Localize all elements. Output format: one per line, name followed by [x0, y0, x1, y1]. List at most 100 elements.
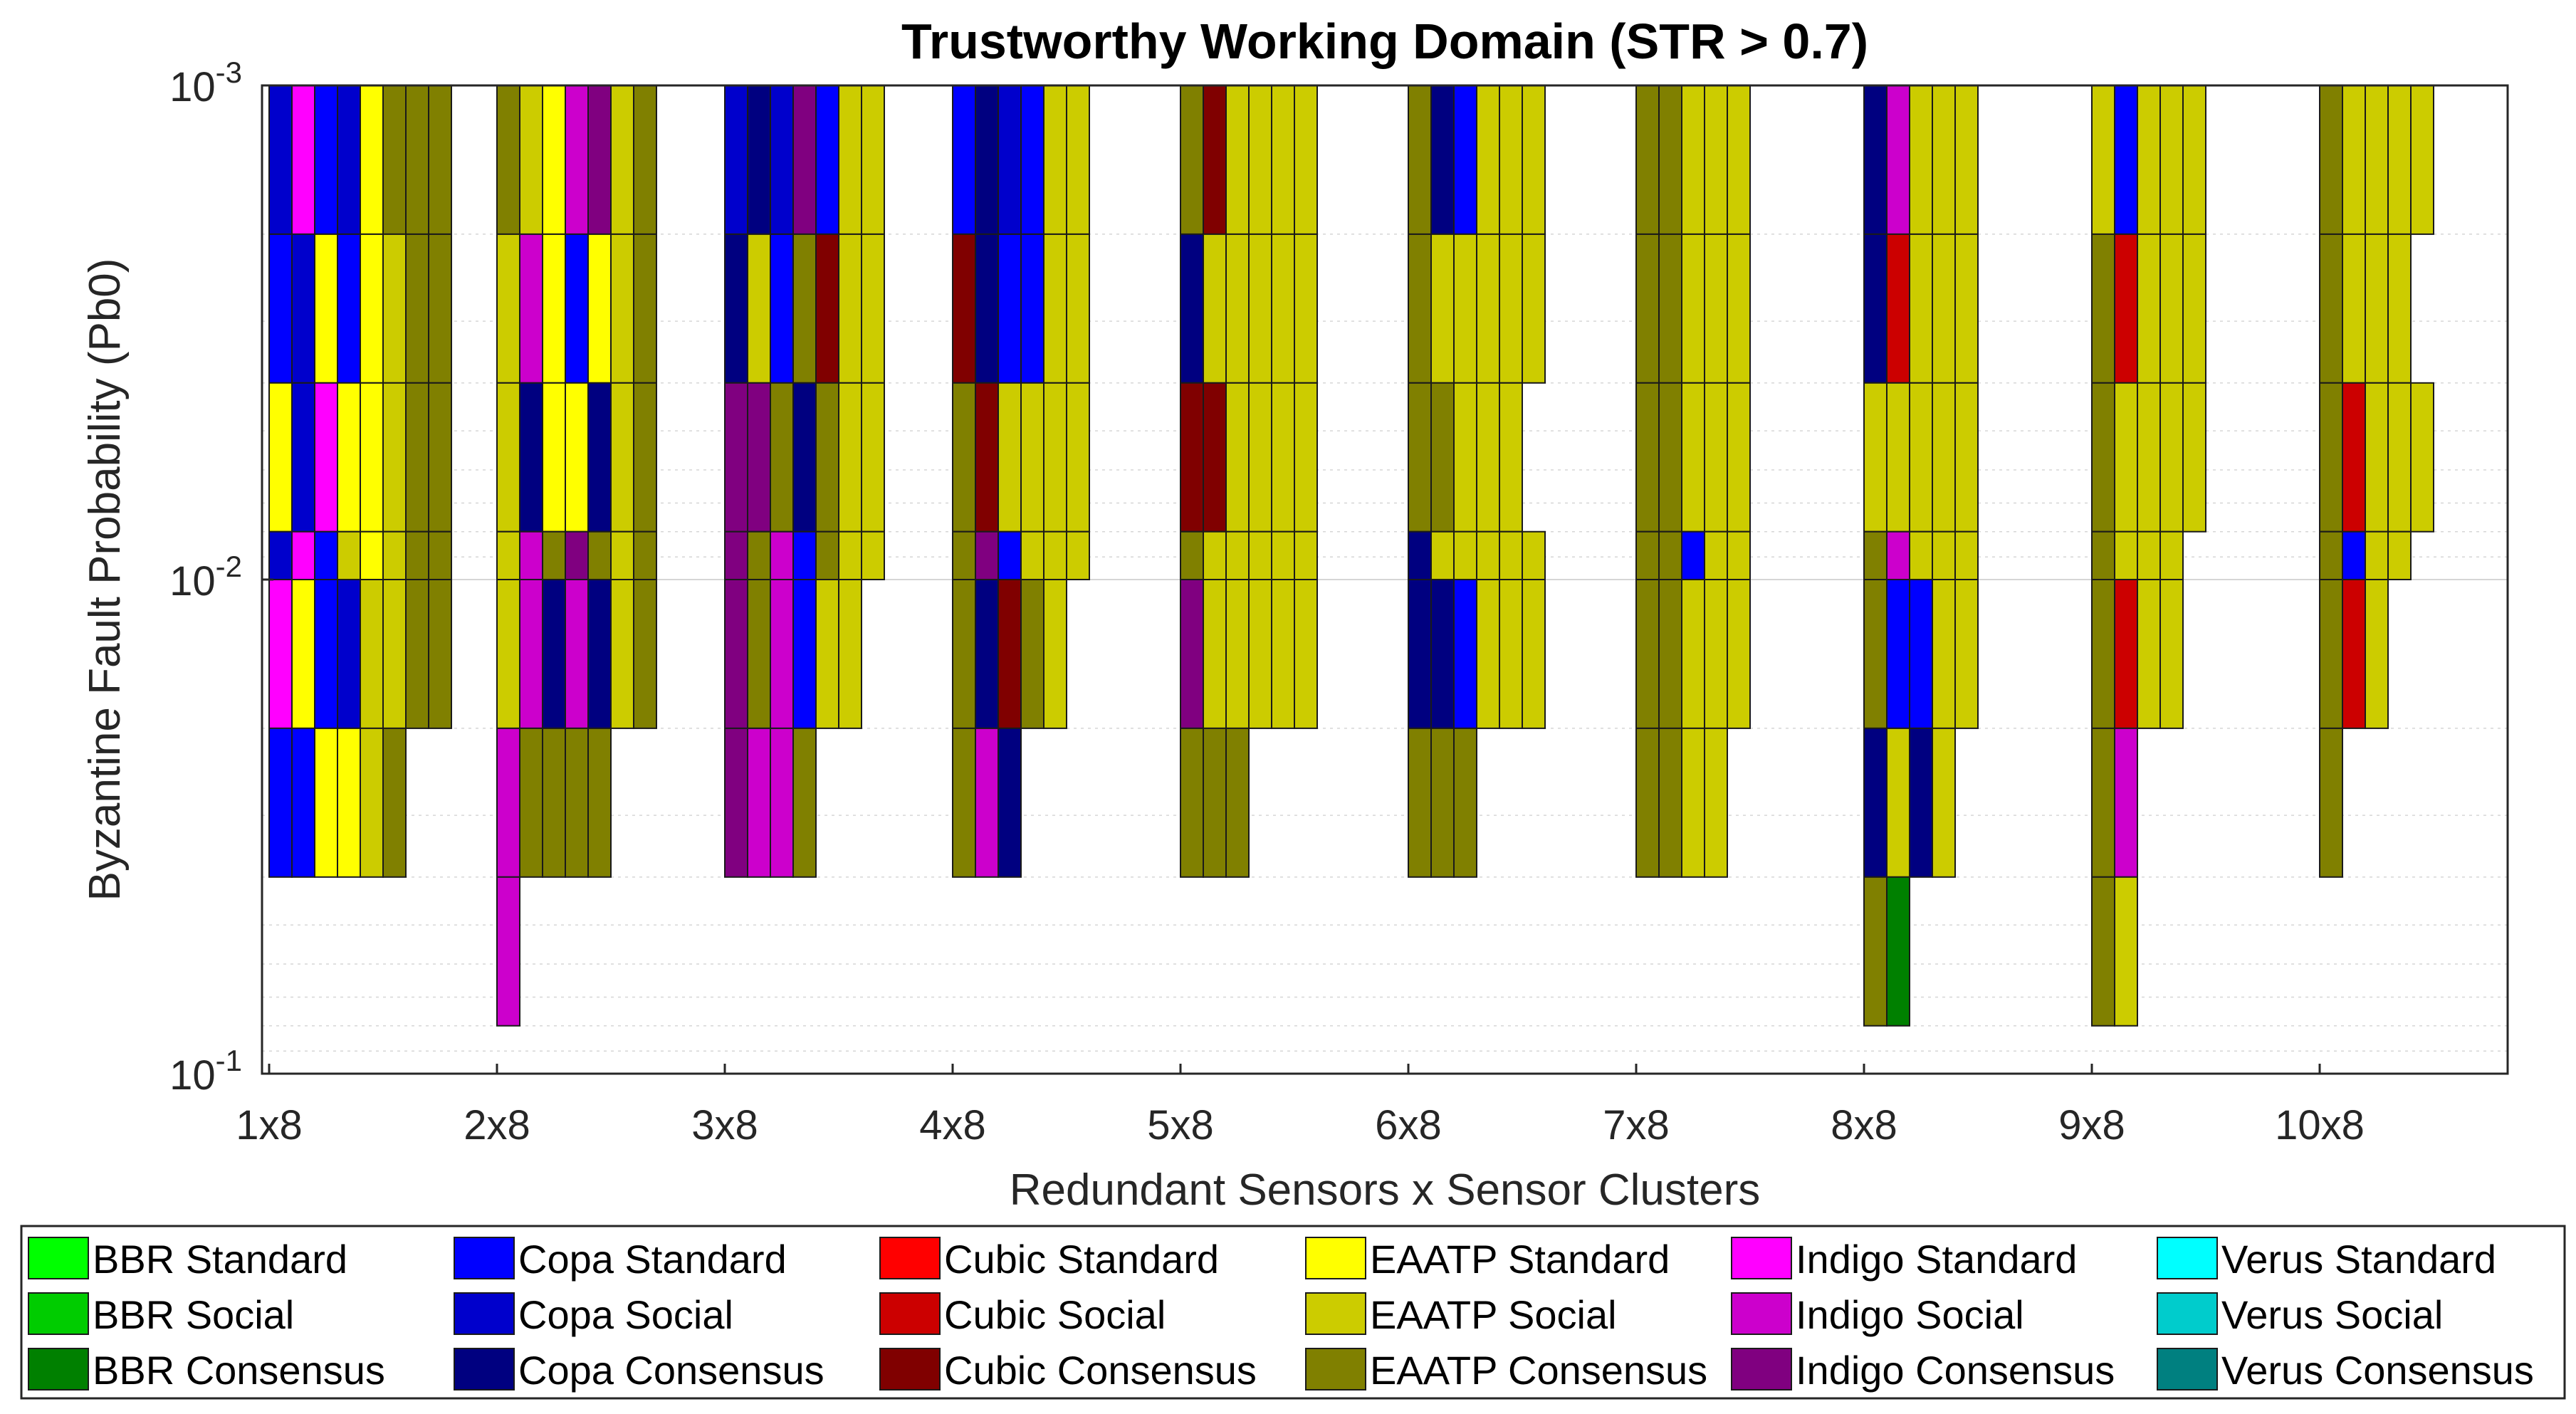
tile-3x8-band0-Copa-Soc	[770, 85, 794, 235]
tile-1x8-band4-EAATP-Con	[428, 579, 452, 729]
y-axis-label: Byzantine Fault Probability (Pb0)	[80, 258, 130, 901]
tile-1x8-band4-Copa-Soc	[337, 579, 361, 729]
tile-3x8-band1-EAATP-Soc	[861, 233, 885, 384]
tile-4x8-band3-EAATP-Con	[952, 530, 976, 580]
tile-1x8-band0-Copa-Soc	[337, 85, 361, 235]
tile-1x8-band0-EAATP-Con	[428, 85, 452, 235]
tile-6x8-band0-EAATP-Soc	[1476, 85, 1500, 235]
tile-5x8-band1-EAATP-Soc	[1294, 233, 1318, 384]
tile-2x8-band0-EAATP-Con	[633, 85, 657, 235]
tile-5x8-band1-EAATP-Soc	[1225, 233, 1250, 384]
tile-4x8-band3-Indigo-Con	[975, 530, 999, 580]
tile-7x8-band1-EAATP-Soc	[1727, 233, 1751, 384]
tile-5x8-band2-Cubic-Con	[1203, 382, 1227, 533]
tile-2x8-band1-EAATP-Con	[633, 233, 657, 384]
tile-6x8-band4-Copa-Con	[1408, 579, 1432, 729]
tile-6x8-band2-EAATP-Con	[1408, 382, 1432, 533]
tile-6x8-band3-Copa-Con	[1408, 530, 1432, 580]
x-tick-label: 10x8	[2275, 1102, 2365, 1148]
tile-4x8-band2-EAATP-Soc	[1066, 382, 1090, 533]
tile-6x8-band1-EAATP-Soc	[1453, 233, 1477, 384]
tile-3x8-band4-Indigo-Con	[724, 579, 748, 729]
x-tick-label: 7x8	[1603, 1102, 1670, 1148]
tile-8x8-band4-EAATP-Con	[1863, 579, 1888, 729]
tile-7x8-band1-EAATP-Con	[1635, 233, 1660, 384]
tile-8x8-band6-BBR-Con	[1886, 876, 1910, 1027]
tile-3x8-band1-EAATP-Con	[792, 233, 817, 384]
tile-3x8-band2-EAATP-Soc	[861, 382, 885, 533]
tile-9x8-band1-EAATP-Soc	[2182, 233, 2206, 384]
legend-swatch	[1731, 1348, 1792, 1391]
data-tiles	[268, 85, 2434, 1027]
tile-7x8-band2-EAATP-Soc	[1704, 382, 1728, 533]
tile-7x8-band1-EAATP-Con	[1658, 233, 1682, 384]
tile-2x8-band0-EAATP-Std	[542, 85, 566, 235]
tile-2x8-band2-EAATP-Soc	[496, 382, 520, 533]
tile-10x8-band3-EAATP-Soc	[2365, 530, 2389, 580]
tile-5x8-band3-EAATP-Soc	[1271, 530, 1295, 580]
tile-8x8-band0-Copa-Con	[1863, 85, 1888, 235]
tile-1x8-band1-EAATP-Soc	[382, 233, 407, 384]
tile-6x8-band4-Copa-Std	[1453, 579, 1477, 729]
tile-5x8-band3-EAATP-Con	[1180, 530, 1204, 580]
tile-4x8-band0-EAATP-Soc	[1043, 85, 1067, 235]
tile-4x8-band2-EAATP-Soc	[1043, 382, 1067, 533]
tile-7x8-band4-EAATP-Soc	[1681, 579, 1705, 729]
tile-3x8-band1-EAATP-Soc	[747, 233, 771, 384]
tile-3x8-band0-Indigo-Con	[792, 85, 817, 235]
tile-5x8-band4-EAATP-Soc	[1271, 579, 1295, 729]
tile-7x8-band4-EAATP-Con	[1658, 579, 1682, 729]
tile-8x8-band0-Indigo-Soc	[1886, 85, 1910, 235]
tile-1x8-band5-Copa-Std	[291, 727, 315, 878]
tile-1x8-band0-Copa-Soc	[268, 85, 293, 235]
tile-3x8-band0-Copa-Soc	[724, 85, 748, 235]
tile-10x8-band2-EAATP-Soc	[2387, 382, 2412, 533]
tile-1x8-band1-Copa-Soc	[291, 233, 315, 384]
tile-2x8-band2-EAATP-Std	[565, 382, 589, 533]
legend-label: BBR Consensus	[93, 1348, 385, 1393]
tile-5x8-band0-EAATP-Soc	[1225, 85, 1250, 235]
tile-9x8-band3-EAATP-Soc	[2137, 530, 2161, 580]
tile-1x8-band3-EAATP-Soc	[337, 530, 361, 580]
tile-5x8-band1-EAATP-Soc	[1271, 233, 1295, 384]
tile-10x8-band2-EAATP-Soc	[2410, 382, 2434, 533]
tile-9x8-band2-EAATP-Con	[2091, 382, 2115, 533]
tile-2x8-band4-Indigo-Soc	[519, 579, 543, 729]
tile-6x8-band4-Copa-Con	[1430, 579, 1455, 729]
tile-4x8-band1-EAATP-Soc	[1066, 233, 1090, 384]
tile-5x8-band1-Copa-Con	[1180, 233, 1204, 384]
tile-2x8-band5-EAATP-Con	[542, 727, 566, 878]
tile-2x8-band3-Indigo-Soc	[519, 530, 543, 580]
tile-2x8-band0-EAATP-Soc	[610, 85, 634, 235]
tile-5x8-band2-EAATP-Soc	[1248, 382, 1272, 533]
tile-3x8-band0-Copa-Con	[747, 85, 771, 235]
tile-7x8-band2-EAATP-Con	[1635, 382, 1660, 533]
tile-3x8-band0-Copa-Std	[815, 85, 839, 235]
tile-1x8-band4-Copa-Std	[314, 579, 338, 729]
tile-5x8-band4-EAATP-Soc	[1203, 579, 1227, 729]
tile-8x8-band3-Indigo-Soc	[1886, 530, 1910, 580]
tile-7x8-band2-EAATP-Con	[1658, 382, 1682, 533]
tile-1x8-band4-EAATP-Soc	[382, 579, 407, 729]
tile-7x8-band4-EAATP-Soc	[1727, 579, 1751, 729]
tile-4x8-band3-EAATP-Soc	[1020, 530, 1044, 580]
tile-2x8-band4-EAATP-Soc	[610, 579, 634, 729]
legend-swatch	[2157, 1237, 2218, 1279]
tile-2x8-band3-EAATP-Con	[542, 530, 566, 580]
tile-4x8-band1-Copa-Con	[975, 233, 999, 384]
tile-9x8-band3-EAATP-Con	[2091, 530, 2115, 580]
tile-4x8-band2-Cubic-Con	[975, 382, 999, 533]
legend-label: Cubic Consensus	[944, 1348, 1257, 1393]
tile-8x8-band4-EAATP-Soc	[1932, 579, 1956, 729]
tile-3x8-band2-Indigo-Con	[747, 382, 771, 533]
tile-6x8-band1-EAATP-Soc	[1499, 233, 1523, 384]
tile-2x8-band1-Indigo-Soc	[519, 233, 543, 384]
x-axis-label: Redundant Sensors x Sensor Clusters	[1010, 1166, 1761, 1215]
tile-4x8-band5-EAATP-Con	[952, 727, 976, 878]
tile-1x8-band5-EAATP-Soc	[360, 727, 384, 878]
tile-5x8-band0-EAATP-Con	[1180, 85, 1204, 235]
tile-3x8-band4-EAATP-Con	[747, 579, 771, 729]
tile-1x8-band0-Copa-Std	[314, 85, 338, 235]
tile-8x8-band1-EAATP-Soc	[1909, 233, 1933, 384]
